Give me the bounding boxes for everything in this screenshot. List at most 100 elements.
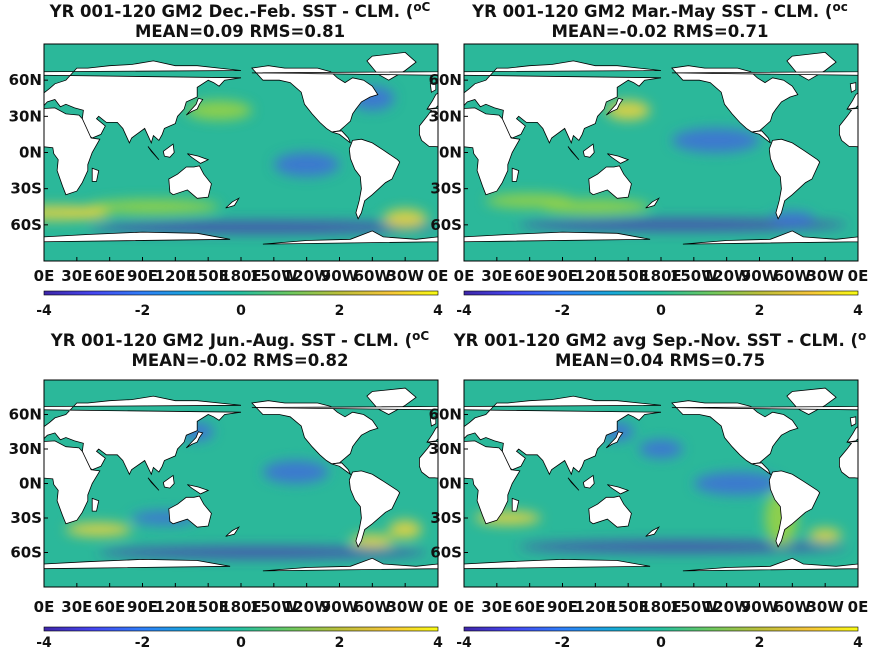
colorbar-tick-label: -4 xyxy=(36,635,52,651)
x-tick-label: 60E xyxy=(94,598,125,616)
colorbar-tick-label: -4 xyxy=(36,303,52,319)
landmass xyxy=(168,495,212,528)
x-tick-label: 90W xyxy=(321,598,359,616)
anomaly-blobs xyxy=(485,100,848,231)
landmass xyxy=(751,462,772,476)
panel-subtitle: MEAN=0.09 RMS=0.81 xyxy=(135,22,345,41)
colorbar xyxy=(463,290,859,296)
x-tick-label: 180E xyxy=(640,598,682,616)
colorbar-tick-label: 2 xyxy=(755,303,765,319)
x-tick-label: 90E xyxy=(547,598,578,616)
landmass xyxy=(162,143,175,158)
landmass xyxy=(464,557,858,587)
x-tick-label: 30W xyxy=(386,267,424,285)
y-tick-label: 0N xyxy=(439,475,462,493)
anomaly-blob xyxy=(485,193,574,208)
landmass xyxy=(768,138,821,220)
y-tick-label: 30N xyxy=(9,440,42,458)
anomaly-blob xyxy=(262,460,329,484)
x-tick-label: 150E xyxy=(607,598,649,616)
colorbar-tick-label: -4 xyxy=(456,303,472,319)
colorbar xyxy=(43,626,439,632)
colorbar-tick-label: 4 xyxy=(433,635,443,651)
landmass xyxy=(429,416,437,427)
colorbar-tick-label: 0 xyxy=(236,635,246,651)
anomaly-blob xyxy=(87,199,220,214)
landmass xyxy=(607,484,630,495)
x-tick-label: 150W xyxy=(250,267,298,285)
landmass xyxy=(751,130,771,144)
panel-title-units: oC xyxy=(413,0,430,14)
y-tick-label: 60N xyxy=(9,406,42,424)
landmass xyxy=(849,82,857,93)
y-tick-label: 0N xyxy=(439,144,462,162)
anomaly-blob xyxy=(518,218,848,231)
landmass xyxy=(582,143,595,158)
landmass xyxy=(187,484,210,495)
y-tick-label: 30N xyxy=(9,107,42,125)
panel-1: YR 001-120 GM2 Dec.-Feb. SST - CLM. (oCM… xyxy=(9,0,449,319)
landmass xyxy=(645,526,660,537)
landmass xyxy=(607,153,630,164)
colorbar-tick-label: 0 xyxy=(236,303,246,319)
y-tick-label: 60N xyxy=(429,406,462,424)
panel-title-text: YR 001-120 GM2 avg Sep.-Nov. SST - CLM. … xyxy=(453,331,858,350)
colorbar xyxy=(463,626,859,632)
panel-title-units: oC xyxy=(412,329,429,343)
panel-subtitle: MEAN=-0.02 RMS=0.82 xyxy=(132,351,349,370)
landmass xyxy=(671,65,799,133)
x-tick-label: 120W xyxy=(703,267,751,285)
sst-anomaly-map xyxy=(464,380,858,587)
landmass xyxy=(511,167,520,182)
x-tick-label: 60W xyxy=(354,598,392,616)
panel-title-units: o xyxy=(858,329,866,343)
x-tick-label: 30W xyxy=(806,598,844,616)
panel-title-text: YR 001-120 GM2 Jun.-Aug. SST - CLM. ( xyxy=(50,331,412,350)
anomaly-blob xyxy=(273,152,340,177)
landmass xyxy=(187,153,210,164)
landmass xyxy=(429,82,437,93)
anomaly-blob xyxy=(98,546,428,559)
x-tick-label: 150E xyxy=(607,267,649,285)
x-tick-label: 0E xyxy=(34,598,55,616)
colorbar-tick-label: 4 xyxy=(853,303,863,319)
y-tick-label: 30S xyxy=(10,509,42,527)
landmass xyxy=(348,138,401,220)
panel-4: YR 001-120 GM2 avg Sep.-Nov. SST - CLM. … xyxy=(429,329,869,651)
x-tick-label: 120W xyxy=(283,598,331,616)
x-tick-label: 120E xyxy=(575,267,617,285)
landmass xyxy=(849,416,857,427)
colorbar-tick-label: 2 xyxy=(755,635,765,651)
landmass xyxy=(186,431,204,449)
panel-2: YR 001-120 GM2 Mar.-May SST - CLM. (ocME… xyxy=(429,0,869,319)
x-tick-label: 0E xyxy=(428,598,449,616)
landmass xyxy=(567,477,580,491)
colorbar-tick-label: -2 xyxy=(555,635,571,651)
y-tick-label: 0N xyxy=(19,475,42,493)
x-tick-label: 90W xyxy=(321,267,359,285)
anomaly-blob xyxy=(186,100,252,120)
landmass xyxy=(91,497,100,512)
anomaly-blob xyxy=(65,522,132,537)
colorbar-tick-label: 2 xyxy=(335,303,345,319)
landmass xyxy=(44,557,438,587)
x-tick-label: 180E xyxy=(640,267,682,285)
y-tick-label: 60S xyxy=(10,216,42,234)
anomaly-blob xyxy=(639,439,683,459)
x-tick-label: 0E xyxy=(454,267,475,285)
landmass xyxy=(606,431,624,449)
sst-anomaly-map xyxy=(464,44,858,261)
x-tick-label: 150E xyxy=(187,267,229,285)
y-tick-label: 60S xyxy=(430,544,462,562)
x-tick-label: 0E xyxy=(34,267,55,285)
anomaly-blob xyxy=(87,221,438,234)
colorbar-tick-label: -4 xyxy=(456,635,472,651)
landmass xyxy=(251,65,379,133)
panel-title: YR 001-120 GM2 Dec.-Feb. SST - CLM. (oC xyxy=(49,0,431,21)
continents xyxy=(44,387,438,587)
x-tick-label: 60W xyxy=(774,598,812,616)
anomaly-blob xyxy=(65,206,110,219)
landmass xyxy=(331,130,351,144)
colorbar-tick-label: 2 xyxy=(335,635,345,651)
landmass xyxy=(645,197,660,209)
